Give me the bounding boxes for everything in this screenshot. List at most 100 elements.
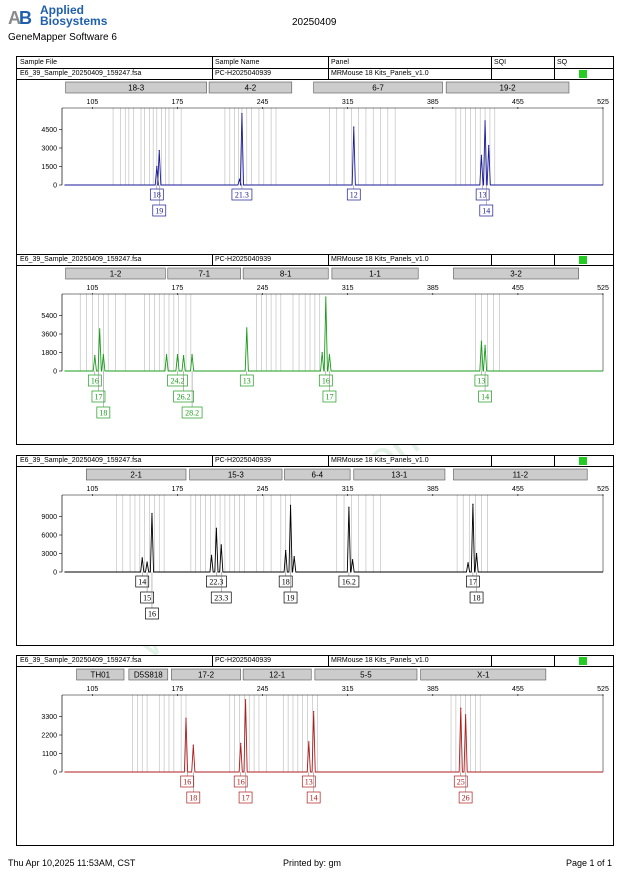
allele-call[interactable]: 17 xyxy=(91,371,106,403)
allele-call-box[interactable] xyxy=(149,188,164,201)
allele-call-box[interactable] xyxy=(167,374,188,387)
allele-call[interactable]: 22.3 xyxy=(206,572,227,588)
allele-call[interactable]: 16.2 xyxy=(338,572,360,588)
allele-call-box[interactable] xyxy=(206,575,227,588)
allele-call-box[interactable] xyxy=(466,575,480,588)
col-divider xyxy=(554,57,555,68)
allele-call-box[interactable] xyxy=(283,591,298,604)
x-tick-label: 525 xyxy=(597,486,609,493)
allele-call-label: 16 xyxy=(183,778,191,787)
allele-call-box[interactable] xyxy=(181,406,203,419)
allele-call-box[interactable] xyxy=(186,791,201,804)
allele-call[interactable]: 14 xyxy=(306,772,321,804)
allele-call[interactable]: 15 xyxy=(140,572,154,604)
allele-call[interactable]: 19 xyxy=(283,572,298,604)
allele-call-box[interactable] xyxy=(469,591,484,604)
allele-call-box[interactable] xyxy=(453,775,468,788)
allele-call[interactable]: 18 xyxy=(469,572,484,604)
allele-call[interactable]: 17 xyxy=(466,572,480,588)
allele-call-box[interactable] xyxy=(145,607,159,620)
locus-marker-label: 5-5 xyxy=(360,671,372,680)
allele-call-box[interactable] xyxy=(87,374,102,387)
allele-call[interactable]: 13 xyxy=(301,772,316,788)
allele-call[interactable]: 17 xyxy=(238,772,253,804)
allele-call[interactable]: 14 xyxy=(479,185,494,217)
allele-call[interactable]: 18 xyxy=(278,572,293,588)
allele-call[interactable]: 18 xyxy=(96,371,111,419)
allele-call[interactable]: 25 xyxy=(453,772,468,788)
allele-call-box[interactable] xyxy=(338,575,360,588)
locus-marker: 2-1 xyxy=(86,468,187,481)
allele-call[interactable]: 28.2 xyxy=(181,371,203,419)
allele-call[interactable]: 16 xyxy=(180,772,195,788)
peak xyxy=(238,178,241,181)
peak xyxy=(285,549,287,552)
x-tick-label: 385 xyxy=(427,285,439,292)
allele-call-box[interactable] xyxy=(233,775,248,788)
allele-call-box[interactable] xyxy=(238,791,253,804)
allele-call[interactable]: 18 xyxy=(186,772,201,804)
allele-call[interactable]: 18 xyxy=(149,185,164,201)
panel-value: MRMouse 18 Kits_Panels_v1.0 xyxy=(331,256,429,263)
allele-call-box[interactable] xyxy=(231,188,253,201)
allele-call-box[interactable] xyxy=(278,575,293,588)
allele-call-box[interactable] xyxy=(180,775,195,788)
locus-marker: 8-1 xyxy=(242,267,329,280)
allele-call[interactable]: 26 xyxy=(458,772,473,804)
allele-call[interactable]: 14 xyxy=(478,371,492,403)
allele-call[interactable]: 16 xyxy=(145,572,159,620)
x-tick-label: 245 xyxy=(257,686,269,693)
company-name: Applied Biosystems xyxy=(40,4,107,27)
locus-marker-label: 3-2 xyxy=(510,270,522,279)
y-tick-label: 2200 xyxy=(41,733,57,740)
allele-call[interactable]: 16 xyxy=(87,371,102,387)
allele-call[interactable]: 13 xyxy=(239,371,254,387)
company-logo-icon: A B xyxy=(8,8,32,27)
allele-call-box[interactable] xyxy=(306,791,321,804)
peak xyxy=(165,353,168,356)
allele-call-box[interactable] xyxy=(478,390,492,403)
allele-call-box[interactable] xyxy=(301,775,316,788)
allele-call[interactable]: 16 xyxy=(233,772,248,788)
peak xyxy=(158,149,160,152)
allele-call-box[interactable] xyxy=(135,575,150,588)
y-tick-label: 6000 xyxy=(41,533,57,540)
allele-call[interactable]: 13 xyxy=(474,371,489,387)
peak xyxy=(151,512,153,515)
peak xyxy=(480,154,483,156)
peak xyxy=(146,561,148,563)
allele-call-box[interactable] xyxy=(140,591,154,604)
allele-call[interactable]: 17 xyxy=(322,371,337,403)
allele-call[interactable]: 14 xyxy=(135,572,150,588)
allele-call-box[interactable] xyxy=(346,188,361,201)
allele-call-box[interactable] xyxy=(458,791,473,804)
allele-call-box[interactable] xyxy=(474,374,489,387)
allele-call-box[interactable] xyxy=(475,188,490,201)
allele-call[interactable]: 16 xyxy=(318,371,333,387)
locus-marker: 1-1 xyxy=(331,267,419,280)
allele-call-box[interactable] xyxy=(91,390,106,403)
allele-call-box[interactable] xyxy=(173,390,194,403)
peak xyxy=(325,296,327,298)
locus-marker: 5-5 xyxy=(314,668,418,681)
allele-call[interactable]: 24.2 xyxy=(167,371,188,387)
allele-call-label: 15 xyxy=(143,594,151,603)
allele-call-box[interactable] xyxy=(239,374,254,387)
allele-call[interactable]: 21.3 xyxy=(231,185,253,201)
allele-call[interactable]: 12 xyxy=(346,185,361,201)
allele-call-label: 14 xyxy=(138,578,146,587)
col-divider xyxy=(491,69,492,79)
allele-call[interactable]: 23.3 xyxy=(210,572,232,604)
allele-call-box[interactable] xyxy=(479,204,494,217)
allele-call-box[interactable] xyxy=(152,204,167,217)
allele-call-box[interactable] xyxy=(210,591,232,604)
allele-call-box[interactable] xyxy=(322,390,337,403)
allele-call-box[interactable] xyxy=(318,374,333,387)
col-divider xyxy=(212,656,213,666)
locus-marker-label: 1-2 xyxy=(110,270,122,279)
allele-call-box[interactable] xyxy=(96,406,111,419)
allele-call[interactable]: 19 xyxy=(152,185,167,217)
allele-call[interactable]: 26.2 xyxy=(173,371,194,403)
locus-marker-box xyxy=(453,267,579,280)
allele-call[interactable]: 13 xyxy=(475,185,490,201)
